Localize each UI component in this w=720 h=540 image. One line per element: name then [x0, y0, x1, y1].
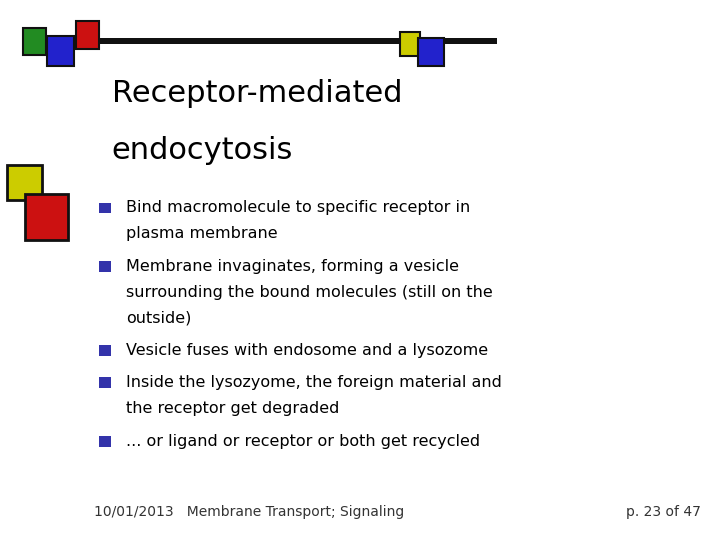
Bar	[7, 165, 42, 200]
Text: surrounding the bound molecules (still on the: surrounding the bound molecules (still o…	[126, 285, 492, 300]
Bar	[99, 436, 111, 447]
Bar	[76, 21, 99, 49]
Text: Bind macromolecule to specific receptor in: Bind macromolecule to specific receptor …	[126, 200, 470, 215]
Text: plasma membrane: plasma membrane	[126, 226, 278, 241]
Text: ... or ligand or receptor or both get recycled: ... or ligand or receptor or both get re…	[126, 434, 480, 449]
Bar	[99, 377, 111, 388]
Bar	[99, 202, 111, 213]
Text: Inside the lysozyome, the foreign material and: Inside the lysozyome, the foreign materi…	[126, 375, 502, 390]
Text: p. 23 of 47: p. 23 of 47	[626, 505, 701, 519]
Bar	[25, 194, 68, 240]
Bar	[23, 28, 46, 55]
Text: 10/01/2013   Membrane Transport; Signaling: 10/01/2013 Membrane Transport; Signaling	[94, 505, 404, 519]
Bar	[99, 261, 111, 272]
Text: outside): outside)	[126, 310, 192, 326]
Bar	[99, 345, 111, 356]
Text: the receptor get degraded: the receptor get degraded	[126, 401, 339, 416]
Bar	[47, 36, 74, 66]
Bar	[400, 32, 420, 56]
Text: Vesicle fuses with endosome and a lysozome: Vesicle fuses with endosome and a lysozo…	[126, 343, 488, 358]
Text: endocytosis: endocytosis	[112, 136, 293, 165]
Text: Receptor-mediated: Receptor-mediated	[112, 79, 402, 108]
Bar	[50, 38, 497, 44]
Text: Membrane invaginates, forming a vesicle: Membrane invaginates, forming a vesicle	[126, 259, 459, 274]
Bar	[418, 38, 444, 66]
